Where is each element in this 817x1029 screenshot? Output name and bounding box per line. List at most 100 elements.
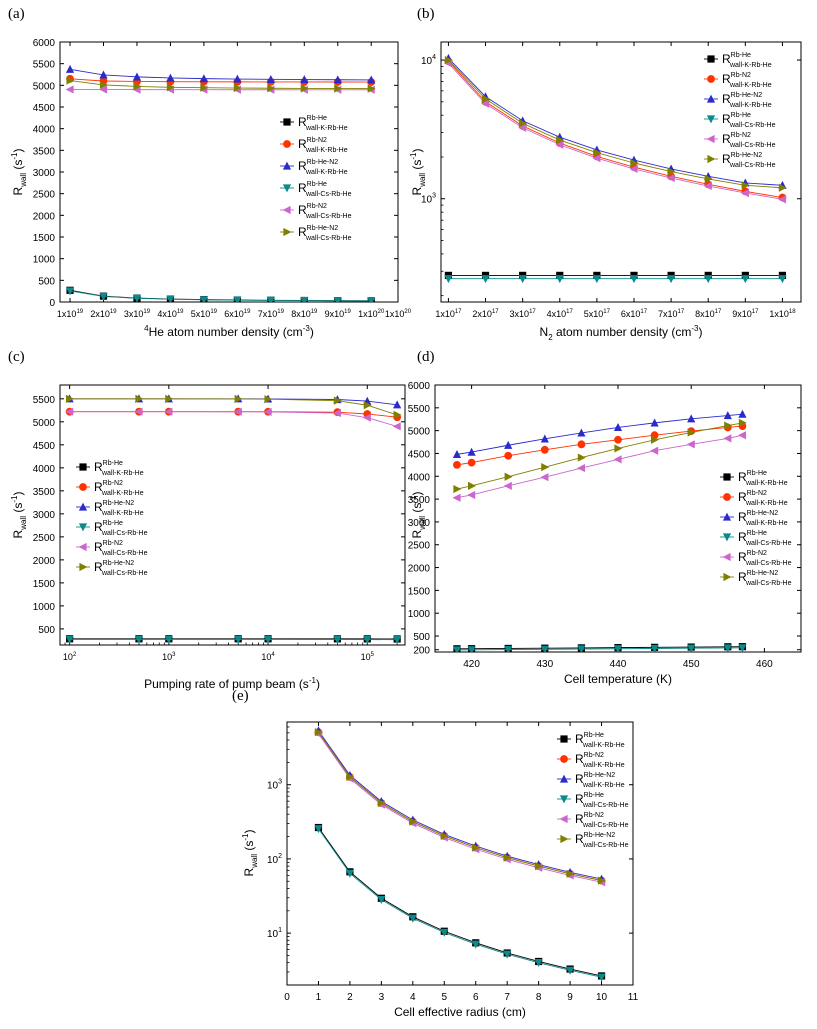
data-point-rb-he-n2_k	[393, 400, 402, 409]
data-point-rb-he-n2_k	[132, 72, 142, 81]
data-point-rb-he-n2_cs	[200, 83, 209, 92]
data-point-rb-he-n2_k	[540, 434, 549, 443]
data-point-rb-n2_cs	[134, 407, 143, 416]
y-tick-label: 1500	[33, 579, 56, 590]
legend-marker-rb-he_cs	[559, 795, 569, 804]
legend-marker-rb-n2_k	[723, 493, 731, 501]
series-line-rb-n2_k	[70, 78, 372, 83]
legend: RRb-He wall-K-Rb-He RRb-N2 wall-K-Rb-He RRb-…	[76, 460, 148, 577]
data-point-rb-he_cs	[300, 297, 309, 302]
legend-entry-rb-n2_cs: RRb-N2 wall-Cs-Rb-He	[738, 550, 792, 567]
x-tick-label: 6	[473, 992, 479, 1003]
series-line-rb-he-n2_cs	[456, 422, 743, 490]
data-point-rb-he-n2_cs	[687, 428, 696, 437]
legend-entry-rb-n2_cs: RRb-N2 wall-Cs-Rb-He	[575, 812, 629, 829]
data-point-rb-he_cs	[518, 275, 527, 284]
legend-marker-rb-n2_cs	[559, 814, 568, 824]
data-point-rb-he_cs	[650, 644, 659, 652]
legend-marker-rb-he-n2_cs	[707, 154, 716, 164]
series-line-rb-he-n2_cs	[69, 398, 398, 416]
data-point-rb-he_cs	[471, 940, 480, 949]
legend-marker-rb-he-n2_k	[282, 161, 292, 170]
y-tick-label: 5000	[408, 427, 431, 438]
data-point-rb-he_cs	[667, 275, 676, 284]
series-line-rb-he_cs	[318, 828, 602, 978]
data-point-rb-he-n2_cs	[504, 472, 513, 481]
x-axis-label: Pumping rate of pump beam (s-1)	[144, 676, 320, 691]
legend-entry-rb-he_cs: RRb-He wall-Cs-Rb-He	[738, 530, 792, 547]
legend-marker-rb-he-n2_cs	[283, 227, 292, 237]
data-point-rb-he-n2_cs	[651, 435, 659, 444]
series-line-rb-n2_cs	[69, 411, 398, 427]
data-point-rb-he_cs	[164, 635, 173, 644]
x-tick-label: 5x1019	[191, 309, 218, 319]
data-point-rb-he-n2_cs	[741, 181, 750, 190]
x-tick-label: 3	[379, 992, 385, 1003]
data-point-rb-he-n2_k	[266, 74, 275, 83]
legend-marker-rb-he_k	[79, 463, 87, 471]
legend-marker-rb-n2_k	[79, 483, 87, 491]
data-point-rb-n2_k	[504, 451, 513, 460]
data-point-rb-n2_cs	[738, 431, 747, 440]
legend-marker-rb-he-n2_k	[722, 512, 732, 521]
data-point-rb-he-n2_cs	[566, 869, 575, 878]
x-axis-label: Cell temperature (K)	[564, 672, 672, 686]
data-point-rb-he-n2_cs	[667, 167, 676, 176]
y-tick-label: 2000	[408, 564, 431, 575]
data-point-rb-he-n2_k	[166, 73, 175, 82]
data-point-rb-n2_cs	[503, 481, 512, 490]
data-point-rb-he-n2_cs	[597, 876, 606, 885]
data-point-rb-he-n2_cs	[409, 817, 418, 826]
data-point-rb-he-n2_cs	[367, 84, 376, 93]
data-point-rb-n2_cs	[362, 413, 371, 422]
legend-marker-rb-he-n2_k	[559, 774, 569, 783]
data-point-rb-n2_cs	[723, 434, 732, 443]
x-tick-label: 440	[610, 659, 627, 670]
data-point-rb-he-n2_cs	[264, 395, 273, 404]
plot-frame	[286, 721, 634, 986]
series-line-rb-he-n2_k	[69, 68, 372, 81]
series-line-rb-he-n2_k	[69, 398, 398, 406]
y-tick-label: 3000	[408, 518, 431, 529]
x-tick-label: 5x1017	[584, 309, 611, 319]
data-point-rb-he_cs	[613, 645, 623, 652]
legend-entry-rb-he_k: RRb-He wall-K-Rb-He	[575, 732, 625, 749]
legend: RRb-He wall-K-Rb-He RRb-N2 wall-K-Rb-He RRb-…	[720, 470, 792, 587]
panel-label: (a)	[8, 6, 25, 22]
data-point-rb-n2_cs	[99, 85, 108, 94]
y-tick-label: 4000	[33, 125, 56, 136]
legend-marker-rb-he_k	[283, 118, 291, 126]
x-tick-label: 4x1019	[157, 309, 184, 319]
data-point-rb-he-n2_k	[233, 74, 242, 83]
y-tick-label: 1000	[33, 255, 56, 266]
data-point-rb-he-n2_cs	[535, 862, 544, 871]
legend-marker-rb-he-n2_k	[706, 94, 716, 103]
x-tick-label: 460	[756, 659, 773, 670]
x-tick-label: 8	[536, 992, 542, 1003]
data-point-rb-he_cs	[467, 646, 476, 652]
legend-marker-rb-he_cs	[282, 184, 292, 193]
data-point-rb-he-n2_cs	[66, 76, 75, 85]
data-point-rb-he-n2_cs	[267, 84, 276, 93]
panel-label: (c)	[8, 349, 25, 365]
legend-entry-rb-he_k: RRb-He wall-K-Rb-He	[722, 52, 772, 69]
x-tick-label: 4x1017	[547, 309, 574, 319]
data-point-rb-he_cs	[629, 275, 639, 284]
data-point-rb-he_cs	[263, 635, 273, 644]
legend: RRb-He wall-K-Rb-He RRb-N2 wall-K-Rb-He RRb-…	[280, 115, 352, 242]
data-point-rb-n2_cs	[65, 407, 74, 416]
y-tick-label: 102	[267, 853, 282, 866]
x-tick-label: 0	[284, 992, 290, 1003]
data-point-rb-he-n2_cs	[333, 396, 342, 405]
y-tick-label: 4500	[33, 103, 56, 114]
panel-a: (a) 1x1019 2x1019 3x1019 4x1019 5x1019 6x1019 7…	[8, 6, 412, 339]
data-point-rb-n2_cs	[333, 408, 342, 418]
x-tick-label: 4	[410, 992, 416, 1003]
x-tick-label: 104	[261, 652, 275, 662]
legend: RRb-He wall-K-Rb-He RRb-N2 wall-K-Rb-He RRb-…	[704, 52, 776, 169]
data-point-rb-he_cs	[99, 292, 108, 301]
legend-entry-rb-he-n2_cs: RRb-He-N2 wall-Cs-Rb-He	[298, 225, 352, 242]
data-point-rb-n2_cs	[392, 422, 401, 431]
legend-marker-rb-n2_k	[283, 140, 291, 148]
legend-marker-rb-he-n2_cs	[560, 834, 569, 844]
